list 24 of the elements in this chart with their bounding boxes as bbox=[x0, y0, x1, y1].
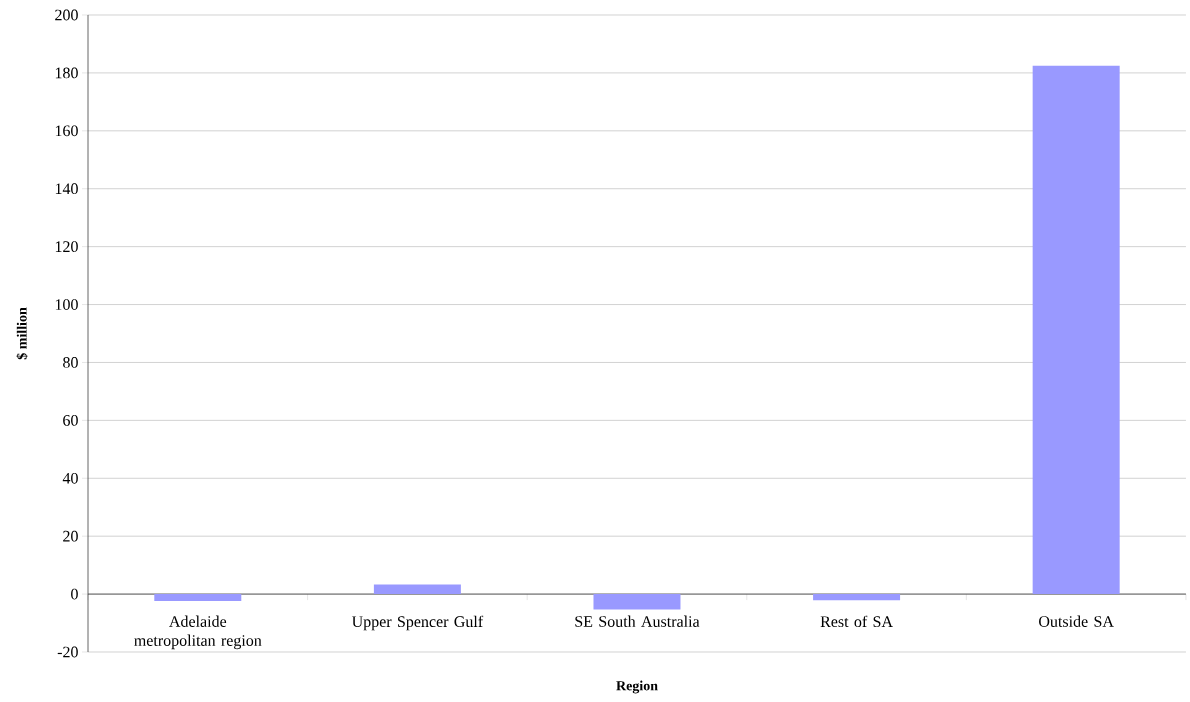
x-tick-label: Upper Spencer Gulf bbox=[351, 615, 484, 631]
y-tick-label: 120 bbox=[55, 241, 78, 253]
x-tick-label: Adelaide metropolitan region bbox=[134, 615, 262, 650]
y-tick-label: 0 bbox=[71, 588, 78, 600]
y-tick-label: 200 bbox=[55, 9, 78, 21]
bar bbox=[593, 594, 681, 610]
y-tick-label: 140 bbox=[55, 183, 78, 195]
y-tick-label: 100 bbox=[55, 299, 78, 310]
x-tick-label: Outside SA bbox=[1039, 615, 1114, 627]
y-tick-label: -20 bbox=[57, 646, 78, 658]
y-tick-label: 180 bbox=[55, 67, 78, 79]
bar bbox=[813, 594, 901, 601]
bar bbox=[1032, 65, 1120, 595]
bar bbox=[154, 594, 242, 602]
bar bbox=[373, 584, 461, 595]
y-axis-title: $ million bbox=[16, 307, 28, 360]
y-tick-label: 40 bbox=[62, 472, 78, 484]
y-tick-label: 60 bbox=[63, 414, 78, 426]
x-tick-label: Rest of SA bbox=[820, 615, 893, 628]
y-tick-label: 80 bbox=[63, 357, 78, 368]
y-tick-label: 160 bbox=[55, 125, 78, 137]
x-axis-title: Region bbox=[616, 680, 658, 694]
x-tick-label: SE South Australia bbox=[575, 615, 700, 627]
y-tick-label: 20 bbox=[63, 530, 78, 542]
